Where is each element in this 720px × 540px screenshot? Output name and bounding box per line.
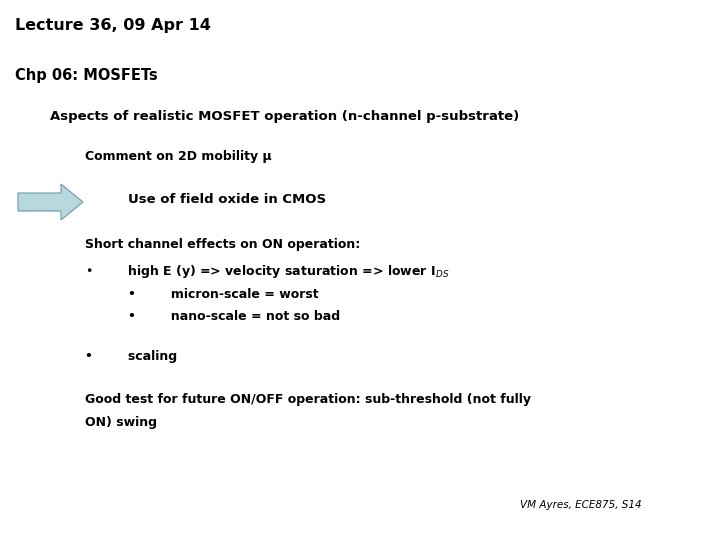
Text: Lecture 36, 09 Apr 14: Lecture 36, 09 Apr 14 [15,18,211,33]
Text: Use of field oxide in CMOS: Use of field oxide in CMOS [128,193,326,206]
Text: Chp 06: MOSFETs: Chp 06: MOSFETs [15,68,158,83]
Text: ON) swing: ON) swing [85,416,157,429]
Text: Short channel effects on ON operation:: Short channel effects on ON operation: [85,238,360,251]
Text: •        micron-scale = worst: • micron-scale = worst [128,288,319,301]
Text: •        high E (y) => velocity saturation => lower I$_{DS}$: • high E (y) => velocity saturation => l… [85,263,449,280]
Text: •        nano-scale = not so bad: • nano-scale = not so bad [128,310,340,323]
Text: Comment on 2D mobility μ: Comment on 2D mobility μ [85,150,271,163]
Text: Aspects of realistic MOSFET operation (n-channel p-substrate): Aspects of realistic MOSFET operation (n… [50,110,519,123]
FancyArrow shape [18,184,83,220]
Text: Good test for future ON/OFF operation: sub-threshold (not fully: Good test for future ON/OFF operation: s… [85,393,531,406]
Text: •        scaling: • scaling [85,350,177,363]
Text: VM Ayres, ECE875, S14: VM Ayres, ECE875, S14 [520,500,642,510]
